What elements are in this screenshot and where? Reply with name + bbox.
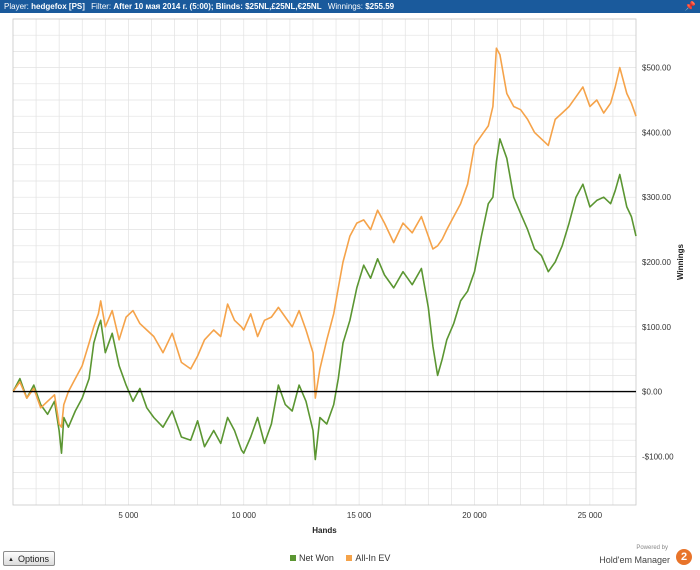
options-button[interactable]: ▲ Options (3, 551, 55, 566)
y-axis-label: Winnings (676, 243, 685, 279)
legend-label-all-in-ev: All-In EV (355, 553, 391, 563)
y-tick-label: $300.00 (642, 193, 671, 202)
player-label: Player: (4, 2, 29, 11)
legend-item-all-in-ev[interactable]: All-In EV (346, 553, 390, 563)
x-tick-label: 25 000 (578, 511, 603, 520)
legend-item-net-won[interactable]: Net Won (290, 553, 334, 563)
winnings-chart: 5 000 10 000 15 000 20 000 25 000 -$100.00 $0.… (12, 18, 685, 535)
pin-icon[interactable]: 📌 (684, 1, 696, 11)
series-line-all-in-ev (12, 47, 637, 429)
chart-series (12, 47, 637, 461)
filter-label: Filter: (91, 2, 112, 11)
y-tick-label: $100.00 (642, 323, 671, 332)
series-line-net-won (12, 138, 637, 461)
x-tick-label: 20 000 (462, 511, 487, 520)
title-bar: Player: hedgefox [PS] Filter: After 10 м… (0, 0, 700, 13)
y-tick-label: $500.00 (642, 64, 671, 73)
x-tick-label: 10 000 (232, 511, 257, 520)
winnings-label: Winnings: (327, 2, 363, 11)
x-axis-label: Hands (312, 526, 337, 535)
bottom-bar: ▲ Options Net Won All-In EV Powered by Ho… (0, 544, 700, 570)
x-tick-label: 5 000 (118, 511, 139, 520)
x-tick-label: 15 000 (347, 511, 372, 520)
powered-by-text: Powered by (636, 545, 668, 551)
y-tick-label: $0.00 (642, 388, 663, 397)
legend-swatch-net-won (290, 555, 296, 561)
y-tick-label: $200.00 (642, 258, 671, 267)
brand-name: Hold'em Manager (599, 555, 670, 565)
y-tick-label: $400.00 (642, 128, 671, 137)
legend-swatch-all-in-ev (346, 555, 353, 561)
y-tick-label: -$100.00 (642, 452, 674, 461)
filter-value: After 10 мая 2014 г. (5:00); Blinds: $25… (113, 2, 322, 11)
player-value: hedgefox [PS] (31, 2, 85, 11)
triangle-up-icon: ▲ (8, 557, 14, 563)
brand-logo-icon: 2 (676, 549, 692, 565)
winnings-value: $255.59 (365, 2, 395, 11)
legend-label-net-won: Net Won (299, 553, 334, 563)
options-label: Options (17, 554, 49, 564)
plot-area-border (12, 18, 637, 506)
chart-legend: Net Won All-In EV (290, 553, 400, 563)
chart-grid (12, 18, 637, 506)
chart-ticks: 5 000 10 000 15 000 20 000 25 000 -$100.00 $0.… (118, 64, 674, 520)
